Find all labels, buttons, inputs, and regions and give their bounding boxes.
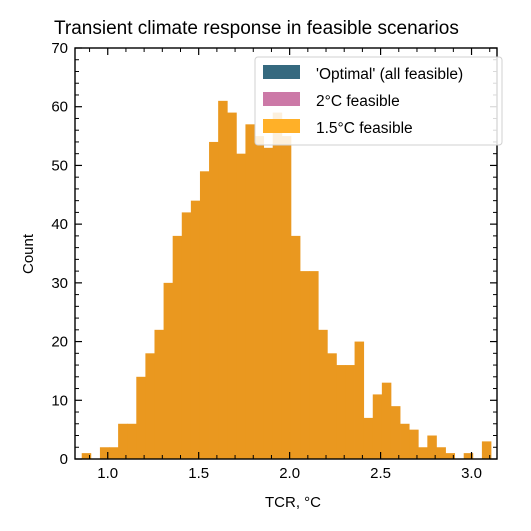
histogram-bar: [109, 447, 119, 459]
x-axis-label: TCR, °C: [265, 494, 321, 511]
y-axis-label: Count: [20, 233, 37, 274]
y-tick-label: 40: [51, 216, 68, 233]
y-tick-label: 60: [51, 99, 68, 116]
x-tick-label: 2.0: [279, 465, 300, 482]
histogram-bar: [145, 353, 155, 459]
y-tick-label: 0: [60, 451, 68, 468]
histogram-bar: [381, 382, 392, 459]
histogram-bar: [227, 112, 237, 459]
histogram-bar: [154, 329, 164, 459]
histogram-bar: [345, 365, 355, 459]
histogram-bar: [363, 417, 374, 459]
legend-label-1-5c: 1.5°C feasible: [316, 120, 413, 137]
chart-title: Transient climate response in feasible s…: [54, 18, 459, 39]
histogram-bar: [390, 406, 401, 459]
histogram-bar: [300, 271, 310, 459]
histogram-bar: [272, 112, 283, 459]
histogram-bar: [136, 376, 146, 459]
histogram-bar: [190, 200, 201, 459]
histogram-bar: [199, 171, 210, 460]
histogram-bar: [400, 423, 410, 459]
histogram-bar: [209, 141, 219, 459]
histogram-bar: [409, 429, 419, 459]
histogram-bars: [81, 100, 492, 460]
histogram-bar: [127, 423, 137, 459]
histogram-bar: [118, 423, 128, 459]
histogram-bar: [263, 147, 274, 460]
legend-box: [254, 56, 503, 146]
histogram-bar: [172, 235, 183, 459]
legend-label-2c: 2°C feasible: [316, 93, 400, 110]
histogram-bar: [418, 447, 428, 459]
histogram-bar: [81, 453, 92, 459]
histogram-bar: [481, 441, 492, 459]
y-tick-label: 50: [51, 157, 68, 174]
histogram-bar: [99, 447, 110, 459]
histogram-bar: [336, 365, 346, 459]
legend-swatch-2c: [263, 92, 300, 106]
y-tick-label: 70: [51, 40, 68, 57]
histogram-bar: [163, 282, 174, 459]
legend-swatch-1-5c: [263, 119, 300, 133]
y-tick-label: 10: [51, 392, 68, 409]
legend-swatch-optimal: [263, 65, 300, 79]
histogram-bar: [427, 435, 437, 459]
x-axis-minor-ticks: [89, 48, 491, 459]
histogram-bar: [445, 453, 456, 459]
legend: 'Optimal' (all feasible) 2°C feasible 1.…: [254, 56, 503, 146]
histogram-bar: [318, 329, 328, 459]
x-tick-label: 2.5: [370, 465, 391, 482]
histogram-bar: [281, 136, 292, 460]
histogram-bar: [245, 124, 255, 459]
x-tick-label: 1.5: [188, 465, 209, 482]
histogram-bar: [290, 235, 301, 459]
x-axis-ticks: 1.0 1.5 2.0 2.5 3.0: [97, 48, 482, 482]
histogram-bar: [181, 212, 192, 459]
x-tick-label: 1.0: [97, 465, 118, 482]
y-tick-label: 20: [51, 334, 68, 351]
histogram-bar: [372, 394, 383, 459]
plot-frame: [74, 47, 498, 460]
histogram-bar: [254, 136, 265, 460]
histogram-bar: [463, 453, 474, 459]
legend-label-optimal: 'Optimal' (all feasible): [316, 66, 463, 83]
histogram-bar: [327, 353, 337, 459]
histogram-bar: [218, 100, 228, 459]
histogram-bar: [236, 153, 246, 459]
histogram-bar: [436, 447, 446, 459]
histogram-bar: [354, 341, 365, 459]
y-axis-ticks: 0 10 20 30 40 50 60 70: [51, 40, 497, 468]
y-tick-label: 30: [51, 275, 68, 292]
x-tick-label: 3.0: [461, 465, 482, 482]
histogram-bar: [309, 271, 319, 459]
